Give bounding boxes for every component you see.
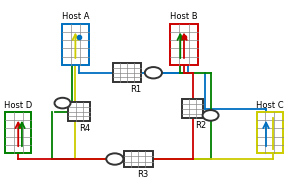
Circle shape bbox=[55, 98, 71, 108]
Bar bbox=[112, 63, 141, 82]
Text: Host A: Host A bbox=[62, 12, 89, 21]
Text: R2: R2 bbox=[196, 121, 207, 130]
Bar bbox=[124, 151, 153, 167]
Circle shape bbox=[106, 153, 123, 165]
Text: Host D: Host D bbox=[4, 101, 32, 110]
Text: Host C: Host C bbox=[256, 101, 284, 110]
Text: R1: R1 bbox=[130, 85, 141, 94]
Circle shape bbox=[145, 67, 162, 79]
Bar bbox=[182, 99, 203, 118]
Text: R4: R4 bbox=[79, 124, 90, 133]
Bar bbox=[171, 24, 198, 65]
Text: R3: R3 bbox=[137, 170, 148, 179]
Bar bbox=[257, 112, 283, 153]
Text: Host B: Host B bbox=[170, 12, 198, 21]
Circle shape bbox=[203, 110, 218, 121]
Bar bbox=[5, 112, 31, 153]
Bar bbox=[62, 24, 89, 65]
Bar bbox=[68, 102, 90, 121]
